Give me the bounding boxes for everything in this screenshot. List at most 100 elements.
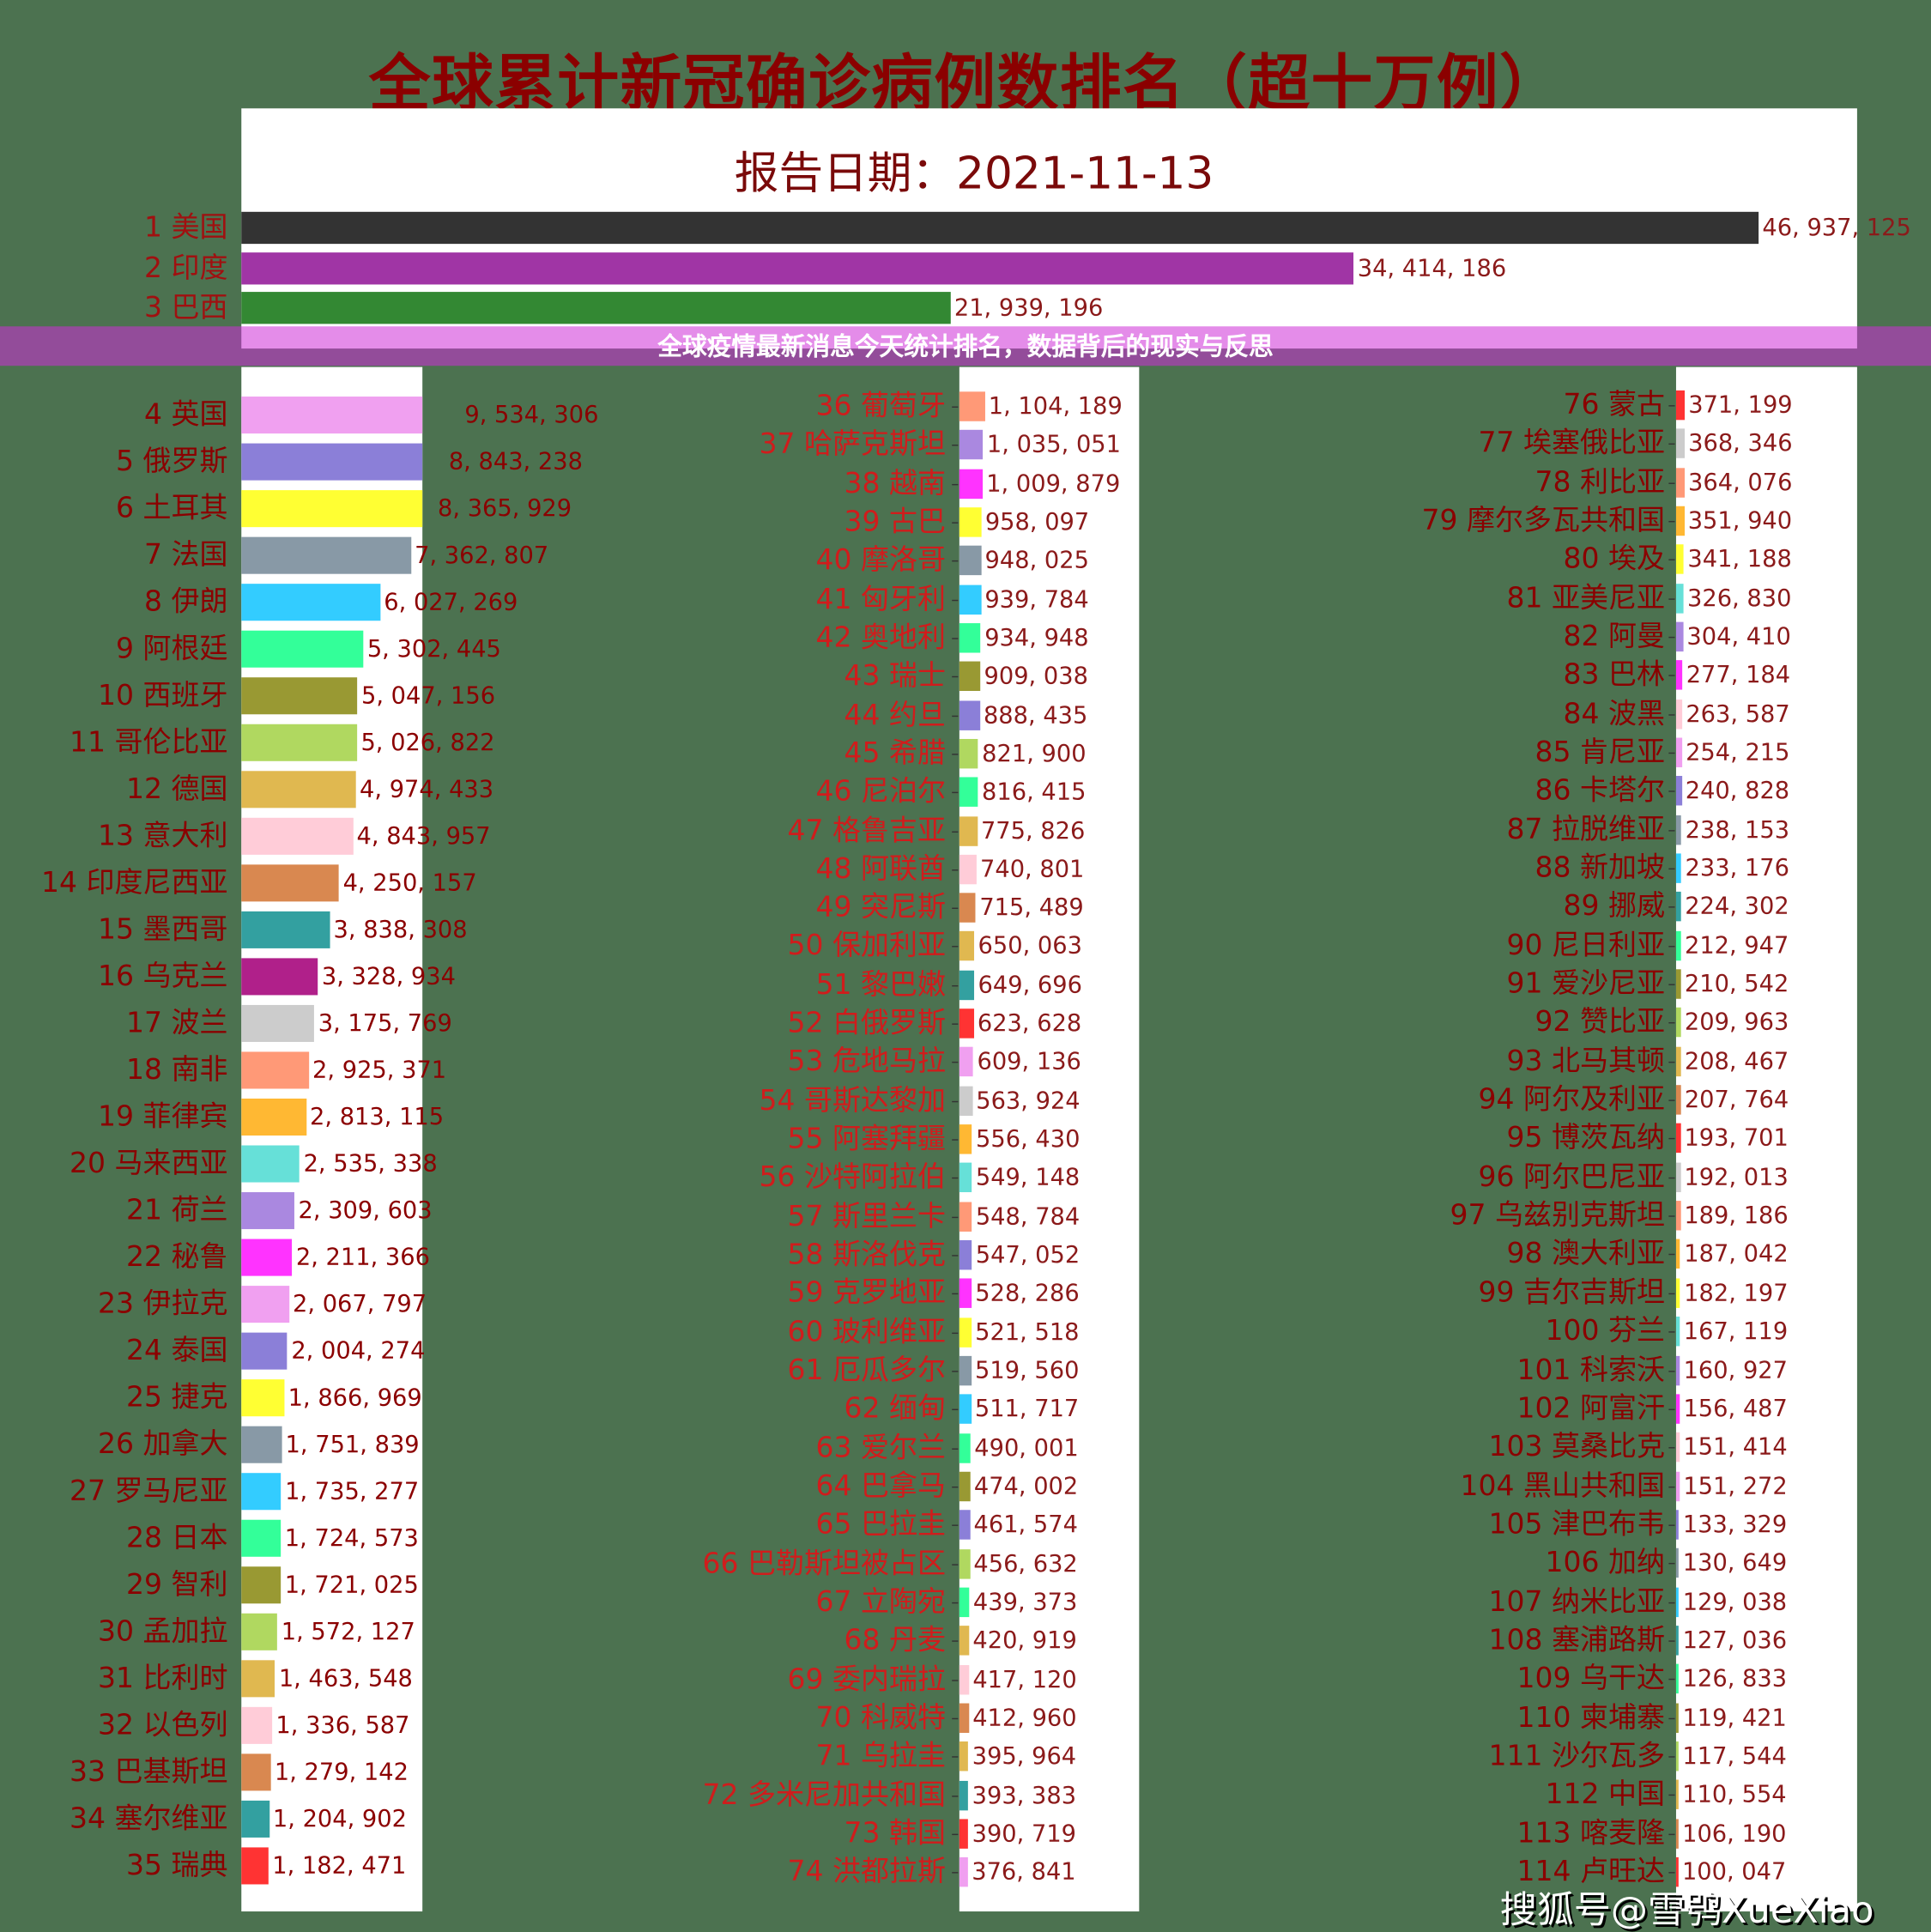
tick-86 (1668, 790, 1675, 793)
bar-95 (1675, 1123, 1681, 1154)
data-label-3: 21, 939, 196 (953, 294, 1104, 322)
data-label-62: 511, 717 (974, 1396, 1080, 1423)
data-label-9: 5, 302, 445 (366, 635, 501, 663)
bar-43 (959, 661, 981, 692)
category-label-52: 52 白俄罗斯 (787, 1007, 947, 1040)
category-label-22: 22 秘鲁 (125, 1241, 228, 1274)
category-label-95: 95 博茨瓦纳 (1506, 1122, 1666, 1155)
data-label-76: 371, 199 (1688, 391, 1793, 419)
tick-100 (1668, 1331, 1675, 1333)
category-label-15: 15 墨西哥 (97, 913, 228, 947)
tick-111 (1668, 1756, 1675, 1758)
data-label-43: 909, 038 (984, 663, 1088, 690)
bar-66 (959, 1548, 971, 1579)
category-label-85: 85 肯尼亚 (1535, 736, 1666, 769)
banner-text: 全球疫情最新消息今天统计排名，数据背后的现实与反思 (657, 331, 1274, 361)
bar-19 (241, 1098, 306, 1136)
data-label-54: 563, 924 (976, 1087, 1081, 1115)
data-label-65: 461, 574 (973, 1511, 1078, 1539)
category-label-82: 82 阿曼 (1563, 621, 1666, 653)
bar-112 (1675, 1779, 1679, 1810)
tick-48 (952, 869, 959, 871)
bar-100 (1675, 1317, 1680, 1347)
data-label-22: 2, 211, 366 (295, 1244, 430, 1271)
bar-101 (1675, 1355, 1680, 1385)
category-label-38: 38 越南 (844, 467, 947, 500)
category-label-80: 80 埃及 (1563, 543, 1666, 576)
bar-72 (959, 1780, 969, 1810)
tick-51 (952, 984, 959, 987)
data-label-80: 341, 188 (1687, 546, 1792, 573)
data-label-59: 528, 286 (975, 1280, 1080, 1307)
bar-21 (241, 1192, 295, 1230)
data-label-93: 208, 467 (1684, 1047, 1789, 1075)
data-label-106: 130, 649 (1682, 1549, 1788, 1578)
tick-109 (1668, 1679, 1675, 1681)
category-label-18: 18 南非 (125, 1054, 228, 1087)
bar-113 (1675, 1818, 1679, 1849)
category-label-53: 53 危地马拉 (787, 1045, 947, 1079)
data-label-29: 1, 721, 025 (284, 1571, 419, 1599)
data-label-56: 549, 148 (975, 1164, 1081, 1192)
data-label-10: 5, 047, 156 (360, 681, 496, 710)
bar-106 (1675, 1548, 1680, 1578)
bar-27 (241, 1473, 281, 1511)
data-label-42: 934, 948 (984, 624, 1089, 651)
bar-84 (1675, 699, 1683, 730)
bar-40 (959, 546, 982, 576)
bar-103 (1675, 1432, 1680, 1463)
data-label-21: 2, 309, 603 (298, 1196, 433, 1225)
category-label-45: 45 希腊 (844, 737, 947, 770)
data-label-18: 2, 925, 371 (312, 1057, 447, 1084)
bar-36 (959, 391, 985, 421)
data-label-103: 151, 414 (1683, 1433, 1788, 1462)
data-label-78: 364, 076 (1688, 469, 1793, 496)
data-label-11: 5, 026, 822 (360, 729, 495, 757)
data-label-113: 106, 190 (1682, 1820, 1787, 1847)
bar-85 (1675, 737, 1682, 768)
category-label-87: 87 拉脱维亚 (1506, 814, 1666, 846)
tick-102 (1668, 1408, 1675, 1410)
category-label-86: 86 卡塔尔 (1535, 775, 1666, 808)
data-label-40: 948, 025 (984, 547, 1089, 575)
tick-38 (952, 483, 959, 485)
category-label-33: 33 巴基斯坦 (69, 1756, 228, 1789)
bar-5 (241, 443, 423, 481)
category-label-17: 17 波兰 (125, 1007, 228, 1040)
bar-9 (241, 630, 364, 668)
bar-67 (959, 1587, 970, 1617)
bar-29 (241, 1566, 281, 1604)
tick-112 (1668, 1795, 1675, 1796)
category-label-46: 46 尼泊尔 (815, 776, 947, 809)
data-label-67: 439, 373 (972, 1588, 1078, 1616)
data-label-99: 182, 197 (1684, 1279, 1789, 1307)
category-label-100: 100 芬兰 (1545, 1315, 1666, 1348)
category-label-73: 73 韩国 (844, 1817, 947, 1850)
data-label-79: 351, 940 (1687, 507, 1793, 535)
category-label-98: 98 澳大利亚 (1506, 1238, 1666, 1271)
tick-43 (952, 676, 959, 678)
category-label-36: 36 葡萄牙 (815, 390, 947, 423)
bar-107 (1675, 1586, 1680, 1617)
bar-64 (959, 1471, 971, 1502)
tick-70 (952, 1717, 959, 1720)
category-label-106: 106 加纳 (1545, 1547, 1666, 1579)
data-label-19: 2, 813, 115 (310, 1103, 445, 1131)
bar-35 (241, 1847, 269, 1885)
bar-59 (959, 1278, 972, 1309)
data-label-14: 4, 250, 157 (342, 869, 477, 897)
bar-44 (959, 700, 980, 730)
tick-67 (952, 1602, 959, 1604)
data-label-45: 821, 900 (982, 740, 1087, 767)
bar-30 (241, 1613, 278, 1650)
bar-94 (1675, 1085, 1681, 1115)
tick-104 (1668, 1486, 1675, 1487)
data-label-68: 420, 919 (972, 1626, 1077, 1655)
tick-103 (1668, 1447, 1675, 1449)
bar-82 (1675, 621, 1684, 652)
data-label-94: 207, 764 (1684, 1086, 1789, 1114)
data-label-37: 1, 035, 051 (986, 431, 1121, 459)
category-label-59: 59 克罗地亚 (787, 1277, 947, 1310)
bar-42 (959, 622, 981, 653)
bar-63 (959, 1432, 971, 1463)
